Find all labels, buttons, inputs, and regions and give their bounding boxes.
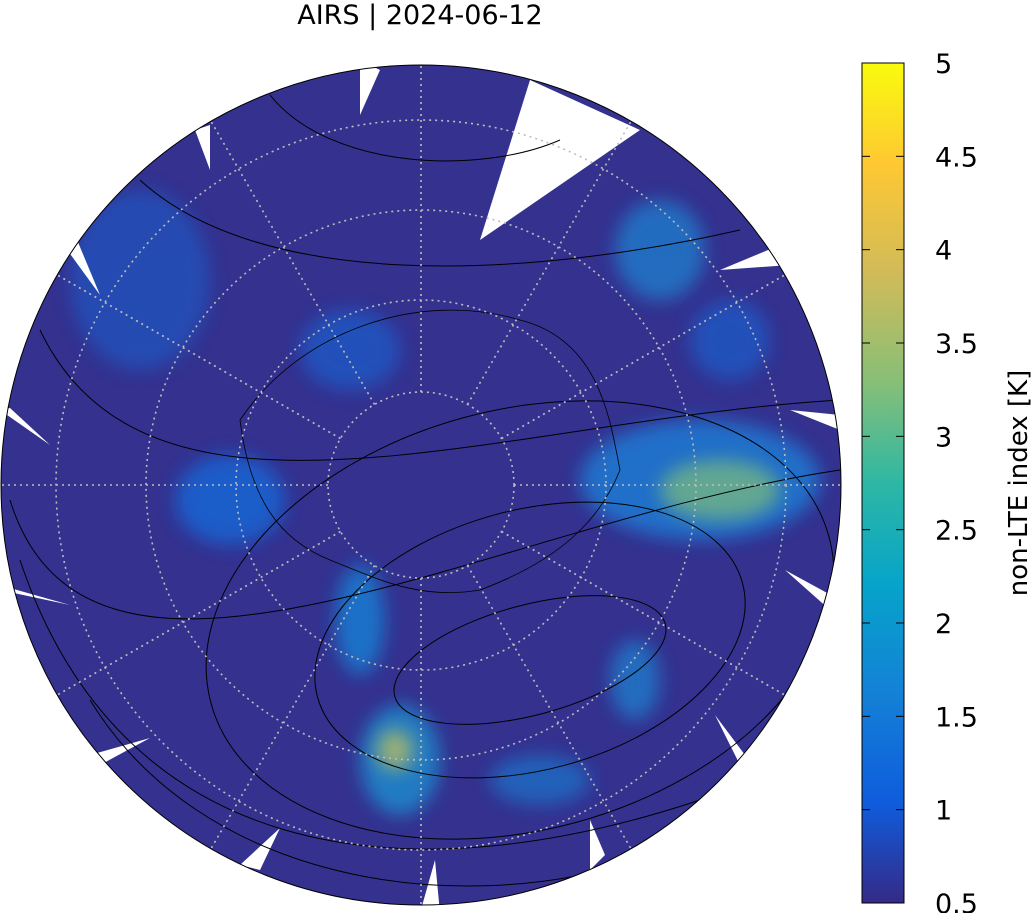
colorbar — [861, 62, 905, 904]
meridian — [56, 530, 341, 696]
gap — [715, 715, 745, 765]
anomaly — [300, 310, 400, 390]
contour — [139, 179, 741, 267]
colorbar-tick-label: 1 — [935, 796, 952, 827]
colorbar-tick-label: 4 — [935, 236, 952, 267]
colorbar-tick-label: 3 — [935, 422, 952, 453]
contour — [393, 595, 667, 725]
anomaly — [175, 455, 285, 545]
colorbar-tick-label: 2 — [935, 609, 952, 640]
meridian — [501, 530, 786, 696]
anomaly — [615, 200, 705, 300]
map — [1, 65, 841, 905]
gap — [195, 125, 210, 170]
gap — [360, 65, 380, 115]
meridian — [56, 274, 341, 440]
graticule — [1, 65, 841, 905]
gap — [790, 410, 840, 430]
meridian — [466, 120, 632, 405]
contour — [9, 469, 841, 620]
contour — [19, 559, 701, 850]
gap — [590, 820, 605, 870]
gap — [90, 738, 150, 765]
map-title: AIRS | 2024-06-12 — [297, 0, 543, 31]
anomaly — [490, 755, 590, 805]
colorbar-tick-label: 1.5 — [935, 702, 978, 733]
colorbar-tick-label: 3.5 — [935, 329, 978, 360]
anomaly — [70, 190, 210, 370]
colorbar-tick-label: 4.5 — [935, 142, 978, 173]
meridian — [210, 120, 376, 405]
gap — [480, 80, 640, 240]
anomalies — [70, 190, 820, 815]
anomaly — [690, 300, 770, 380]
coastline — [239, 309, 621, 593]
gap — [1, 408, 50, 445]
anomaly — [660, 460, 780, 520]
contour — [89, 699, 641, 887]
gap — [1, 588, 70, 605]
anomaly — [610, 640, 660, 720]
colorbar-label: non-LTE index [K] — [1004, 370, 1032, 596]
meridian — [501, 274, 786, 440]
gap — [420, 860, 440, 905]
colorbar-tick-label: 5 — [935, 49, 952, 80]
map-border — [0, 64, 842, 906]
anomaly — [377, 730, 413, 770]
anomaly — [335, 565, 385, 675]
gap — [240, 828, 280, 870]
contour — [269, 94, 561, 162]
colorbar-tick-label: 0.5 — [935, 889, 978, 913]
meridian — [210, 565, 376, 850]
meridian — [466, 565, 632, 850]
contour — [39, 329, 841, 461]
contour — [314, 501, 746, 779]
contours — [9, 94, 841, 887]
colorbar-tick-label: 2.5 — [935, 516, 978, 547]
contour — [205, 400, 835, 840]
